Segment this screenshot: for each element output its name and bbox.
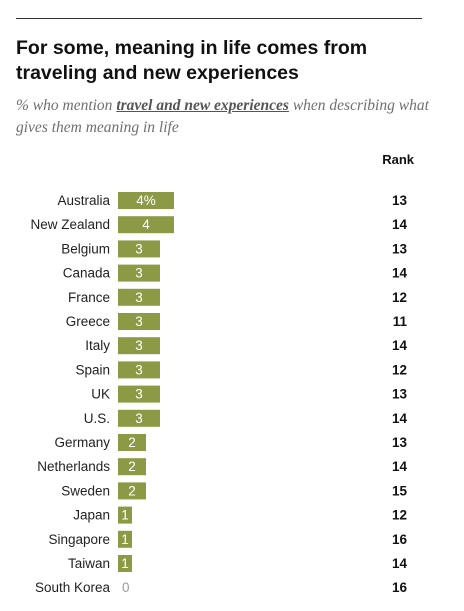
bar-value-label: 1 (121, 532, 129, 547)
category-label: U.S. (84, 411, 110, 426)
category-label: Taiwan (68, 556, 110, 571)
bar (118, 530, 132, 548)
bar-value-label: 1 (121, 556, 129, 571)
bar (118, 337, 160, 355)
rank-value: 13 (392, 435, 408, 450)
bar (118, 361, 160, 379)
bar-value-label: 3 (135, 314, 143, 329)
rank-value: 14 (392, 217, 408, 232)
bar (118, 313, 160, 330)
rank-value: 14 (392, 338, 408, 353)
category-label: Greece (66, 314, 110, 329)
rank-value: 14 (392, 556, 408, 571)
bar (118, 434, 146, 451)
rank-value: 12 (392, 362, 407, 377)
category-label: Canada (63, 266, 111, 281)
rank-value: 14 (392, 266, 408, 281)
bar-value-label: 3 (135, 338, 143, 353)
bar (118, 264, 160, 282)
bar (118, 216, 174, 234)
subtitle-suffix: when describing what gives them meaning … (16, 97, 429, 136)
rank-value: 16 (392, 532, 408, 547)
chart-subtitle: % who mention travel and new experiences… (16, 95, 446, 139)
category-label: France (68, 290, 110, 305)
bar-value-label: 0 (122, 580, 130, 595)
bar-value-label: 3 (135, 387, 143, 402)
category-label: Germany (54, 435, 110, 450)
bar-value-label: 3 (135, 362, 143, 377)
bar (118, 482, 146, 500)
bar-value-label: 2 (128, 435, 136, 450)
top-rule (16, 18, 422, 19)
rank-value: 14 (392, 411, 408, 426)
rank-value: 13 (392, 241, 408, 256)
rank-column-header: Rank (382, 152, 414, 167)
category-label: Italy (85, 338, 110, 353)
rank-value: 13 (392, 193, 408, 208)
bar-value-label: 3 (135, 266, 143, 281)
rank-value: 13 (392, 387, 408, 402)
bar-value-label: 3 (135, 290, 143, 305)
rank-value: 14 (392, 459, 408, 474)
rank-value: 12 (392, 508, 407, 523)
category-label: Spain (75, 362, 110, 377)
category-label: New Zealand (30, 217, 110, 232)
bar-value-label: 1 (121, 508, 129, 523)
bar (118, 506, 132, 524)
bar (118, 192, 174, 209)
subtitle-prefix: % who mention (16, 97, 117, 114)
bar (118, 288, 160, 306)
rank-value: 15 (392, 483, 408, 498)
bar (118, 555, 132, 572)
chart-title: For some, meaning in life comes from tra… (16, 37, 368, 84)
category-label: South Korea (35, 580, 111, 595)
bar-value-label: 2 (128, 459, 136, 474)
bar (118, 409, 160, 427)
bar (118, 458, 146, 476)
bar (118, 385, 160, 403)
bar (118, 240, 160, 258)
category-label: Australia (57, 193, 110, 208)
bar-value-label: 3 (135, 241, 143, 256)
bar-value-label: 4% (136, 193, 156, 208)
category-label: Netherlands (37, 459, 110, 474)
bar-value-label: 2 (128, 483, 136, 498)
category-label: Singapore (48, 532, 110, 547)
bar-value-label: 3 (135, 411, 143, 426)
rank-value: 12 (392, 290, 407, 305)
category-label: Belgium (61, 241, 110, 256)
rank-value: 16 (392, 580, 408, 595)
category-label: Sweden (61, 483, 110, 498)
category-label: UK (91, 387, 110, 402)
rank-value: 11 (393, 314, 408, 329)
subtitle-highlight: travel and new experiences (116, 97, 289, 114)
category-label: Japan (73, 508, 110, 523)
bar-value-label: 4 (142, 217, 150, 232)
